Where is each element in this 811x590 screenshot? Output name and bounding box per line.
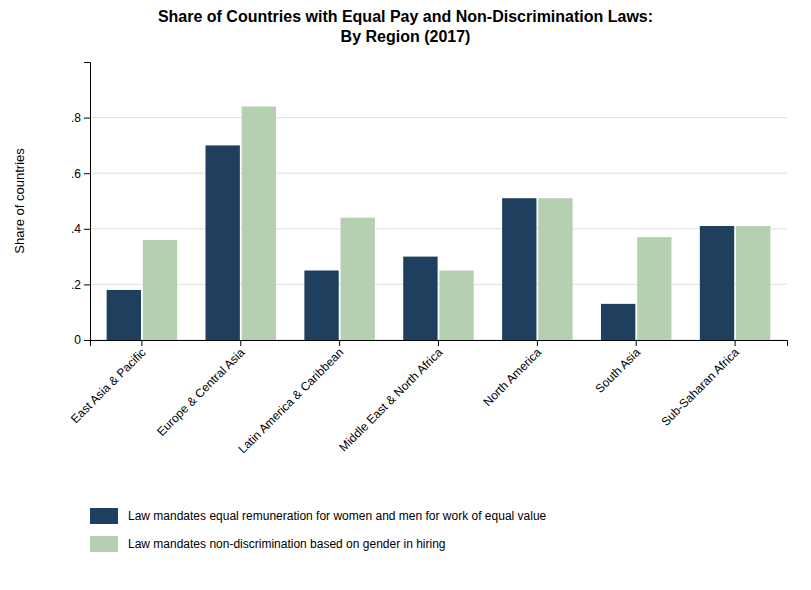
legend-swatch [90,508,118,524]
tick-label: Latin America & Caribbean [236,345,347,456]
axis-title: Share of countries [12,148,27,254]
legend-swatch [90,536,118,552]
grid-line [90,228,787,229]
tick: East Asia & Pacific [68,340,149,426]
bar [206,145,240,340]
tick-mark [141,340,142,346]
tick-label: .8 [71,111,81,125]
bar [107,290,141,340]
bar [637,237,671,340]
bars [107,106,771,340]
bar [242,106,276,340]
grid-line [90,117,787,118]
bar [736,226,770,340]
bar [304,271,338,341]
bar [143,240,177,340]
bar-series [107,145,735,340]
tick-label: 0 [74,333,81,347]
tick: Middle East & North Africa [336,340,445,454]
tick-label: East Asia & Pacific [68,345,149,426]
tick-mark [84,118,90,119]
title-line: By Region (2017) [341,28,471,45]
legend-label: Law mandates equal remuneration for wome… [128,509,547,523]
grid [90,118,787,340]
bar-series [143,106,771,340]
bar [403,257,437,340]
tick: .4 [71,222,90,236]
tick-label: North America [480,345,544,409]
tick: .8 [71,111,90,125]
tick: Latin America & Caribbean [236,340,347,456]
tick-label: Middle East & North Africa [336,345,445,454]
tick: Europe & Central Asia [154,340,248,439]
legend-label: Law mandates non-discrimination based on… [128,537,446,551]
axis-line [84,63,91,341]
plot: 0 .2 .4 .6 .8 East Asia & PacificEurope & Cen… [68,63,787,457]
tick-label: .2 [71,278,81,292]
tick-label: .4 [71,222,81,236]
tick-mark [240,340,241,346]
tick-label: Europe & Central Asia [154,345,248,439]
tick-mark [84,284,90,285]
grid-line [90,173,787,174]
grid-line [90,284,787,285]
bar [601,304,635,340]
tick: 0 [74,333,90,347]
bar [341,218,375,340]
tick-mark [339,340,340,346]
tick: .6 [71,167,90,181]
tick-mark [735,340,736,346]
tick-label: Sub-Saharan Africa [658,345,742,429]
legend-item: Law mandates non-discrimination based on… [90,536,446,552]
tick-label: .6 [71,167,81,181]
tick-mark [537,340,538,346]
title: Share of Countries with Equal Pay and No… [158,8,653,45]
x-axis: East Asia & PacificEurope & Central Asia… [68,340,787,456]
tick-mark [438,340,439,346]
legend: Law mandates equal remuneration for wome… [90,508,547,552]
bar [700,226,734,340]
tick-mark [84,229,90,230]
legend-item: Law mandates equal remuneration for wome… [90,508,547,524]
bar [502,198,536,340]
tick: North America [480,340,544,409]
tick-mark [84,173,90,174]
bar [538,198,572,340]
tick-mark [84,340,90,341]
chart: 0 .2 .4 .6 .8 East Asia & PacificEurope & Cen… [0,0,811,590]
tick: .2 [71,278,90,292]
axis-line [91,341,788,347]
title-line: Share of Countries with Equal Pay and No… [158,8,653,25]
tick: South Asia [593,340,644,396]
y-axis: 0 .2 .4 .6 .8 [71,63,91,348]
tick-mark [636,340,637,346]
tick: Sub-Saharan Africa [658,340,742,429]
bar [439,271,473,341]
tick-label: South Asia [593,345,644,396]
